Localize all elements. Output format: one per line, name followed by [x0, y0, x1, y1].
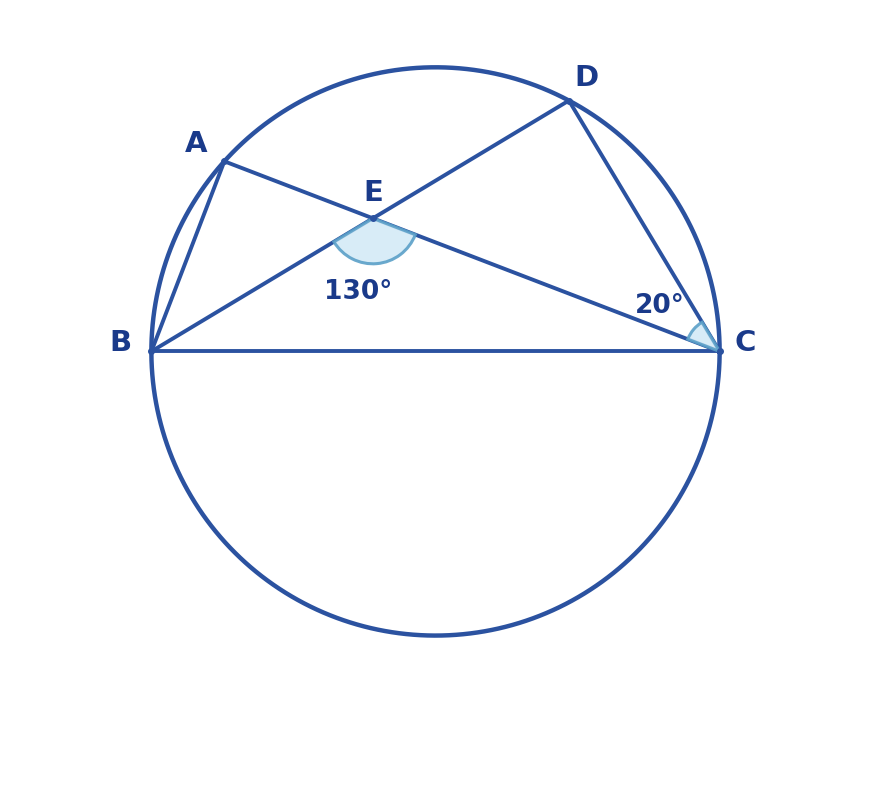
Text: C: C — [734, 329, 756, 357]
Wedge shape — [688, 322, 719, 351]
Wedge shape — [334, 218, 415, 263]
Text: 130°: 130° — [325, 280, 393, 305]
Text: D: D — [574, 64, 598, 92]
Text: E: E — [363, 179, 383, 207]
Text: 20°: 20° — [635, 293, 685, 319]
Text: A: A — [185, 130, 207, 158]
Text: B: B — [109, 329, 132, 357]
